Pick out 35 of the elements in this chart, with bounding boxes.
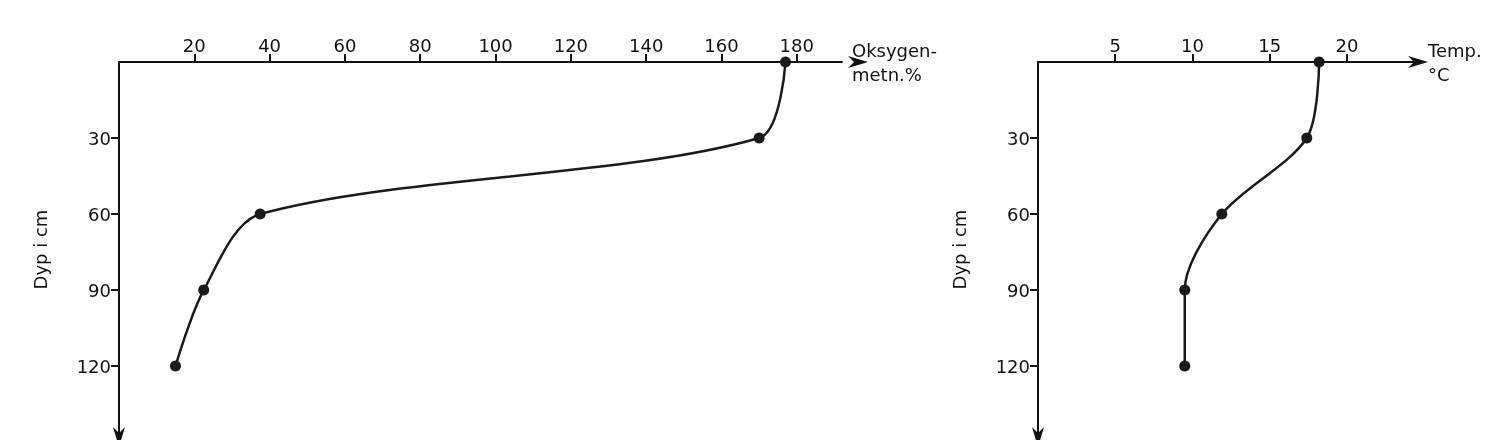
y-tick-label: 30: [88, 127, 111, 149]
x-tick-label: 160: [704, 34, 739, 56]
point: [254, 208, 266, 220]
y-tick-label: 120: [995, 355, 1030, 377]
x-tick-label: 60: [333, 34, 357, 56]
y-tick-label: 30: [1007, 127, 1030, 149]
point: [753, 132, 765, 144]
x-tick-label: 20: [1335, 34, 1359, 56]
x-tick-label: 40: [258, 34, 282, 56]
point: [198, 284, 210, 296]
x-tick-label: 100: [478, 34, 513, 56]
y-tick-label: 60: [1007, 203, 1030, 225]
x-tick-label: 180: [779, 34, 814, 56]
point: [1301, 132, 1313, 144]
y-tick-label: 90: [88, 279, 111, 301]
y-tick-label: 120: [76, 355, 111, 377]
x-tick-label: 15: [1258, 34, 1282, 56]
y-tick-label: 90: [1007, 279, 1030, 301]
point: [780, 56, 791, 68]
x-axis-title: Temp. °C: [1427, 39, 1482, 85]
y-axis-title: Dyp i cm: [29, 209, 51, 290]
point: [1179, 360, 1191, 372]
point: [1179, 284, 1191, 296]
point: [1216, 208, 1228, 220]
x-tick-label: 140: [628, 34, 664, 56]
point: [1313, 56, 1325, 68]
x-tick-label: 10: [1181, 34, 1204, 56]
x-tick-label: 80: [408, 34, 432, 56]
x-tick-label: 20: [182, 34, 206, 56]
x-tick-label: 120: [553, 34, 589, 56]
y-tick-label: 60: [88, 203, 111, 225]
x-tick-label: 5: [1109, 34, 1121, 56]
x-axis-title: Oksygen- metn.%: [851, 39, 938, 85]
y-axis-title: Dyp i cm: [948, 209, 970, 290]
point: [169, 360, 181, 372]
